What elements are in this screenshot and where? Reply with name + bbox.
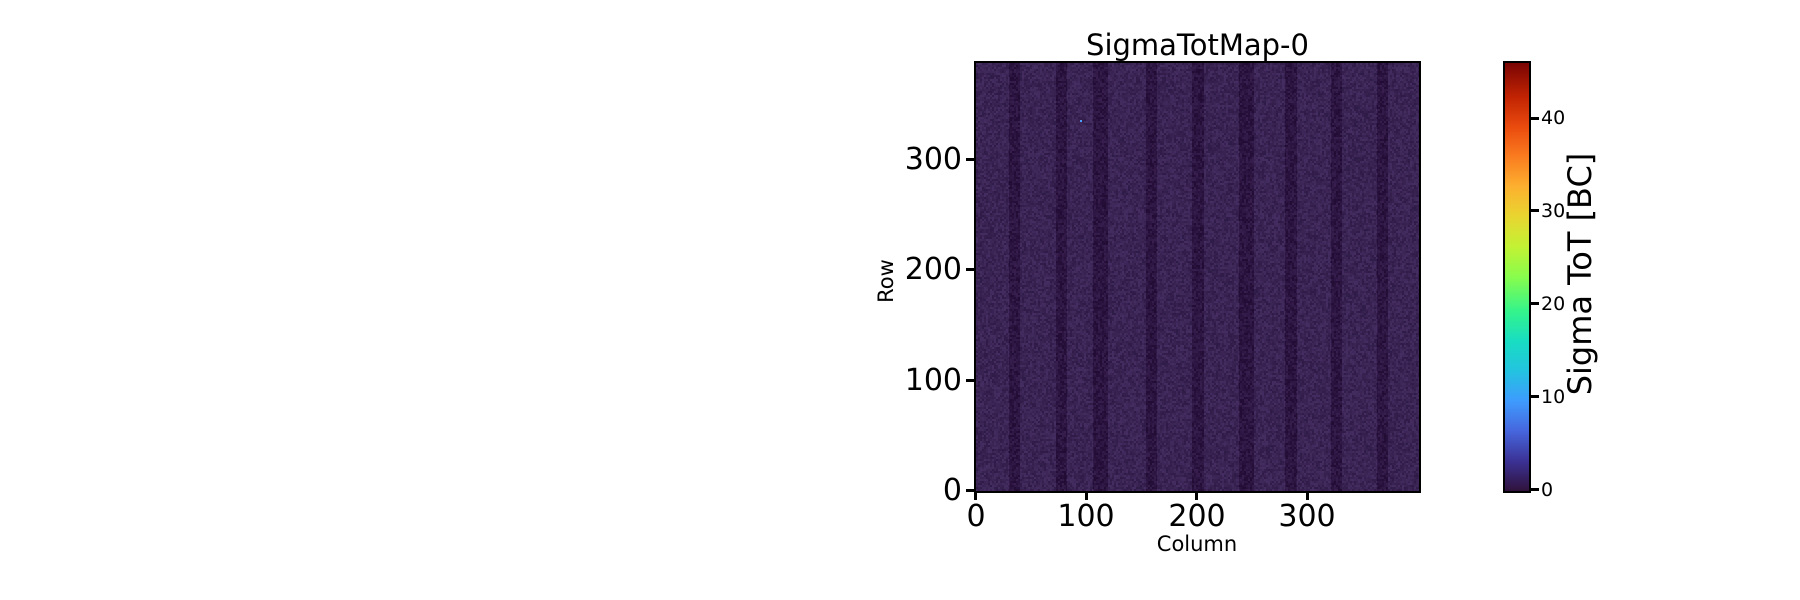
x-tick-label-300: 300 <box>1278 499 1336 534</box>
colorbar-tick-label-40: 40 <box>1541 107 1566 129</box>
colorbar-gradient <box>1505 63 1529 491</box>
colorbar-tick-mark-20 <box>1531 302 1539 305</box>
plot-title: SigmaTotMap-0 <box>1086 28 1309 62</box>
y-tick-label-200: 200 <box>904 252 962 287</box>
colorbar-tick-label-30: 30 <box>1541 200 1566 222</box>
x-tick-mark-300 <box>1306 493 1309 500</box>
y-tick-label-300: 300 <box>904 142 962 177</box>
y-tick-label-0: 0 <box>942 473 962 508</box>
colorbar-tick-label-20: 20 <box>1541 293 1566 315</box>
colorbar-label: Sigma ToT [BC] <box>1561 152 1599 396</box>
x-tick-label-100: 100 <box>1057 499 1115 534</box>
colorbar-tick-mark-40 <box>1531 117 1539 120</box>
y-tick-mark-0 <box>966 489 976 492</box>
heatmap-plot-area <box>974 61 1421 493</box>
y-tick-mark-200 <box>966 268 976 271</box>
x-tick-mark-0 <box>974 493 977 500</box>
colorbar <box>1503 61 1531 493</box>
x-tick-label-0: 0 <box>966 499 986 534</box>
colorbar-tick-label-0: 0 <box>1541 479 1554 501</box>
colorbar-tick-mark-0 <box>1531 488 1539 491</box>
heatmap-canvas <box>976 63 1419 491</box>
colorbar-tick-label-10: 10 <box>1541 386 1566 408</box>
colorbar-tick-mark-30 <box>1531 209 1539 212</box>
y-axis-label: Row <box>874 259 898 303</box>
y-tick-mark-300 <box>966 158 976 161</box>
x-axis-label: Column <box>1156 532 1238 556</box>
x-tick-mark-200 <box>1195 493 1198 500</box>
y-tick-mark-100 <box>966 379 976 382</box>
y-tick-label-100: 100 <box>904 363 962 398</box>
colorbar-tick-mark-10 <box>1531 395 1539 398</box>
x-tick-mark-100 <box>1085 493 1088 500</box>
x-tick-label-200: 200 <box>1168 499 1226 534</box>
